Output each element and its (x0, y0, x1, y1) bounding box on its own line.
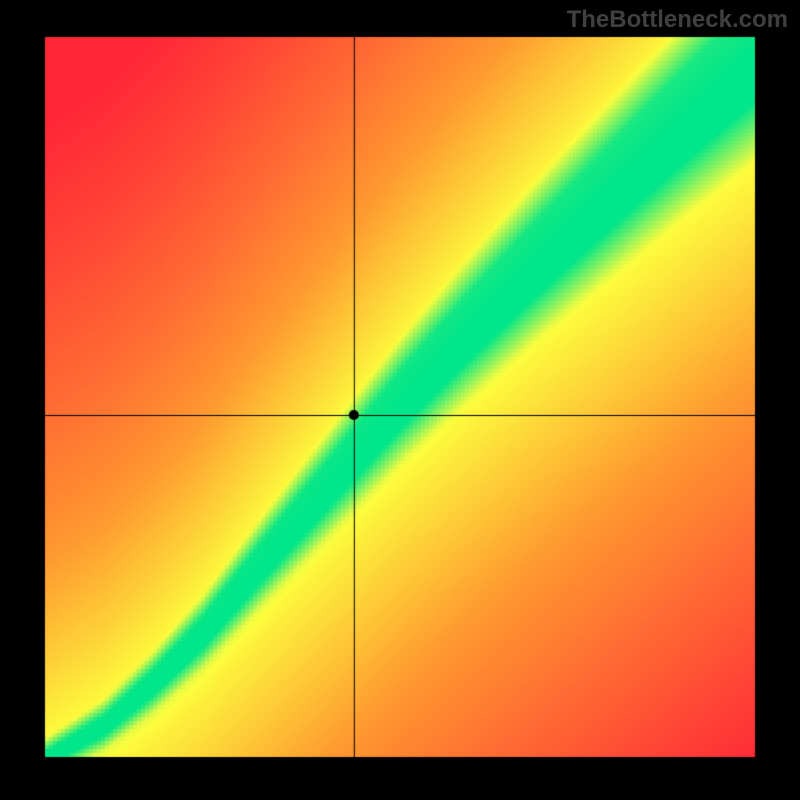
chart-container: TheBottleneck.com (0, 0, 800, 800)
watermark-text: TheBottleneck.com (567, 6, 788, 34)
bottleneck-heatmap-canvas (0, 0, 800, 800)
